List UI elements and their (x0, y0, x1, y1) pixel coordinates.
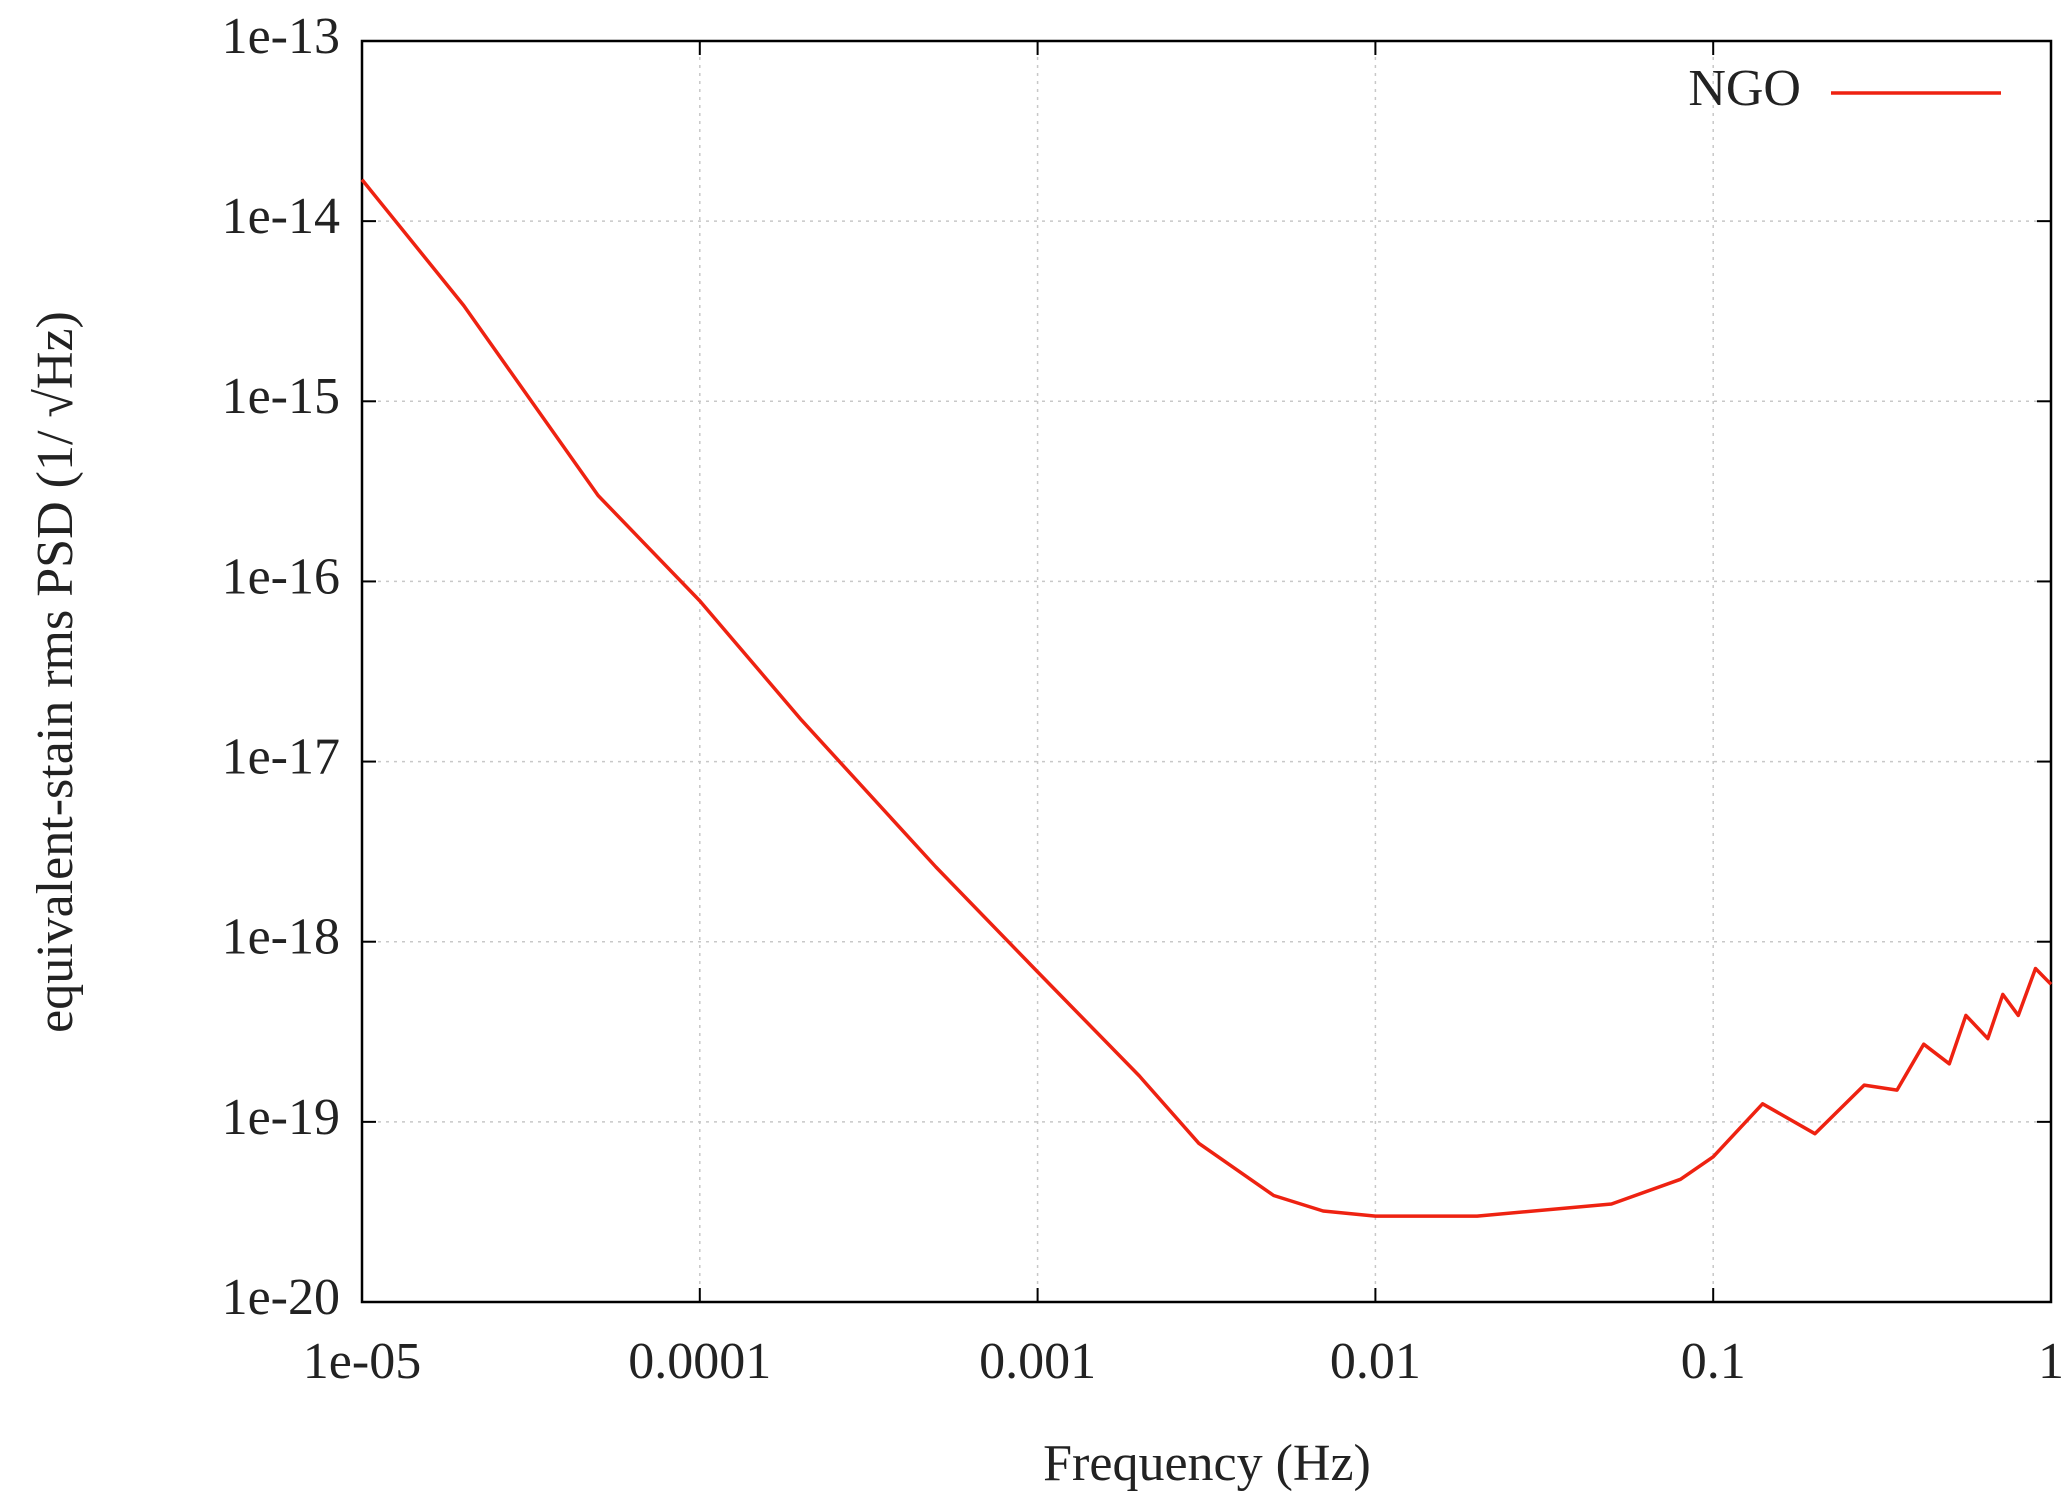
y-tick-label: 1e-15 (222, 368, 340, 425)
y-axis-title: equivalent-stain rms PSD (1/ √Hz) (27, 311, 84, 1033)
x-tick-label: 0.0001 (628, 1333, 771, 1390)
plot-frame (360, 39, 2053, 1304)
y-tick-label: 1e-19 (222, 1089, 340, 1146)
x-tick-label: 0.1 (1681, 1333, 1746, 1390)
y-tick-label: 1e-18 (222, 909, 340, 966)
x-tick-label: 1e-05 (303, 1333, 421, 1390)
x-tick-label: 1 (2038, 1333, 2064, 1390)
x-tick-label: 0.01 (1330, 1333, 1421, 1390)
y-tick-label: 1e-16 (222, 548, 340, 605)
y-tick-label: 1e-20 (222, 1269, 340, 1326)
legend-label: NGO (1688, 60, 1801, 117)
y-tick-label: 1e-14 (222, 188, 340, 245)
data-line (360, 178, 2053, 1218)
y-tick-label: 1e-17 (222, 729, 340, 786)
x-tick-label: 0.001 (979, 1333, 1096, 1390)
y-tick-label: 1e-13 (222, 8, 340, 65)
x-axis-title: Frequency (Hz) (1043, 1435, 1371, 1492)
